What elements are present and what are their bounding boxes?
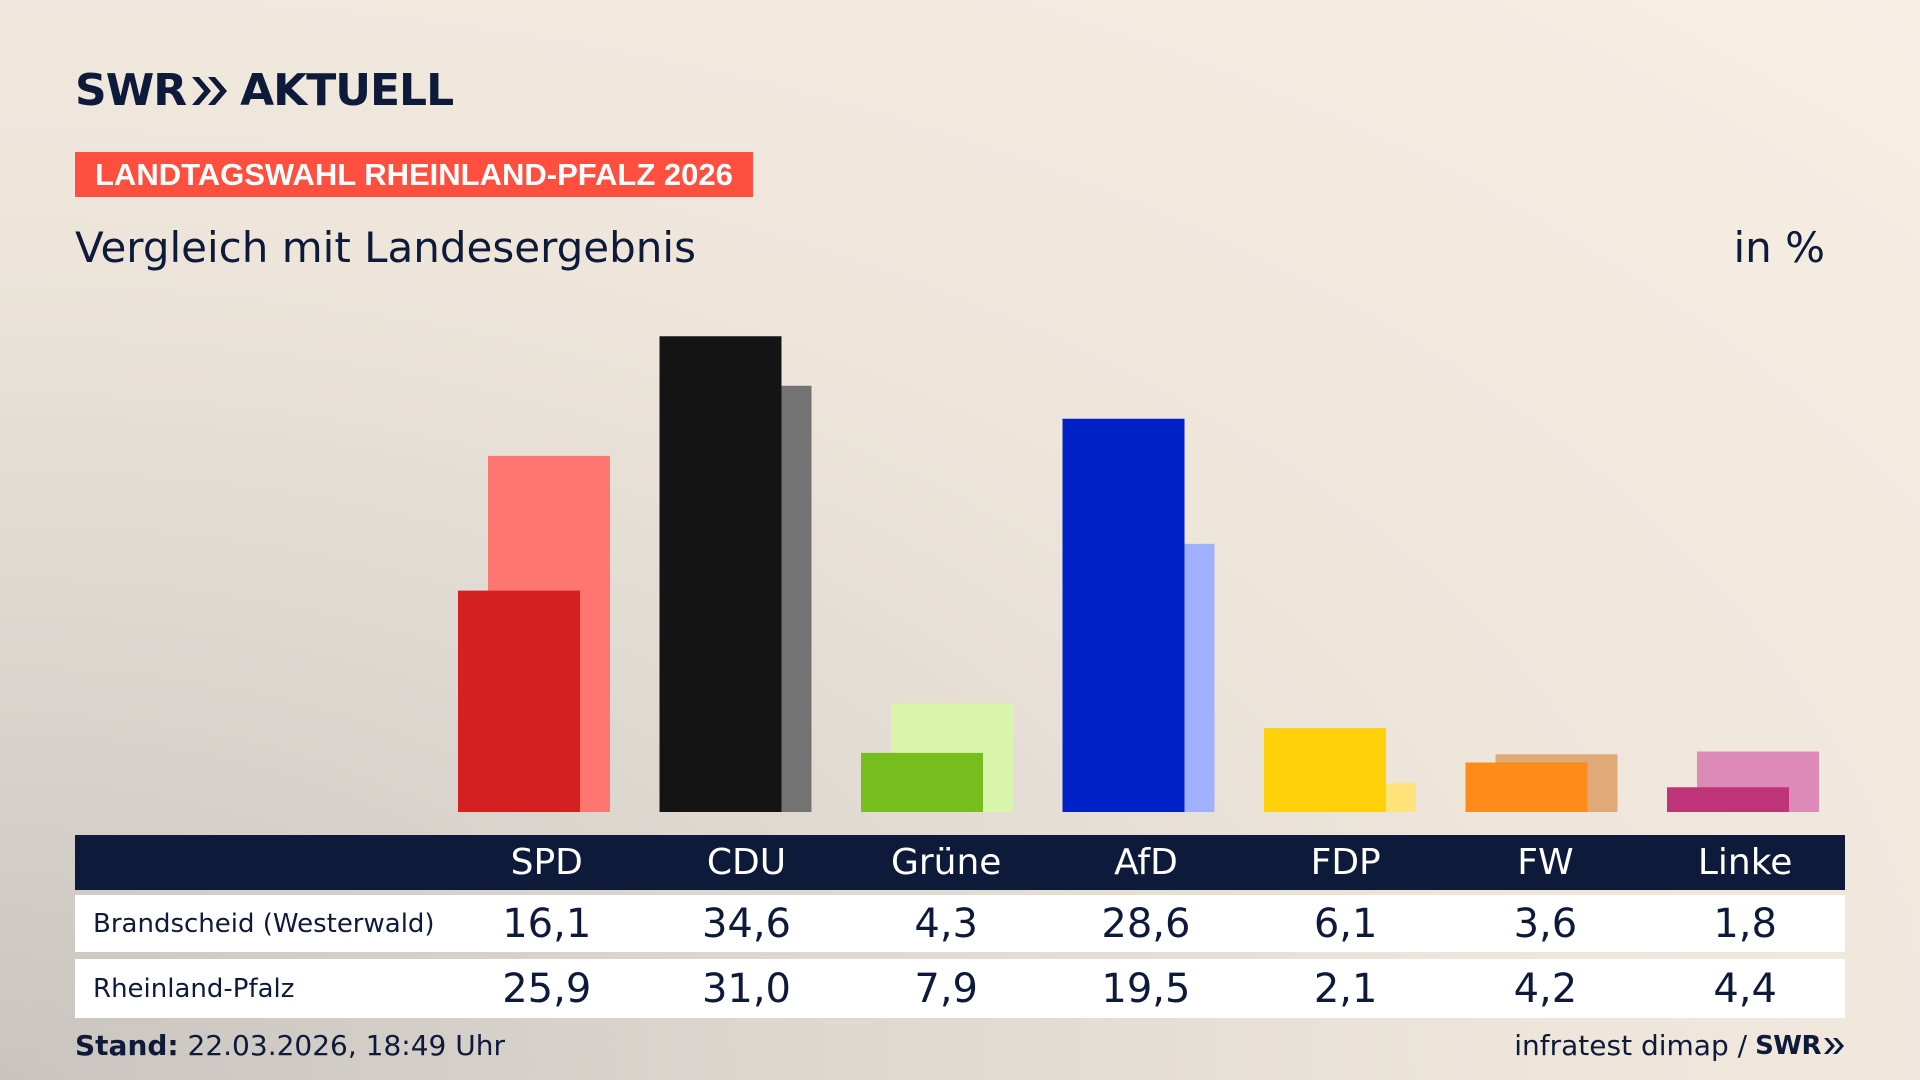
stand-label: Stand: (75, 1029, 179, 1062)
row-label: Rheinland-Pfalz (93, 973, 295, 1004)
value-cell: 4,2 (1513, 965, 1578, 1012)
table-header-row: SPD CDU Grüne AfD FDP FW Linke (75, 835, 1845, 890)
column-header: Linke (1697, 842, 1793, 883)
source-credit: infratest dimap / SWR (1514, 1029, 1845, 1062)
value-cell: 3,6 (1513, 900, 1578, 947)
value-cell: 25,9 (502, 965, 592, 1012)
bar-brandscheid-afd (1062, 418, 1185, 812)
column-header: CDU (706, 842, 787, 883)
results-table: SPD CDU Grüne AfD FDP FW Linke Brandscheid (We… (75, 835, 1845, 1018)
value-cell: 1,8 (1713, 900, 1777, 947)
bar-brandscheid-grüne (861, 752, 983, 812)
column-header: Grüne (890, 842, 1002, 883)
row-label: Brandscheid (Westerwald) (93, 908, 435, 939)
logo-aktuell-text: AKTUELL (240, 65, 454, 116)
bar-brandscheid-fw (1465, 762, 1588, 812)
value-cell: 6,1 (1313, 900, 1378, 947)
election-tag: LANDTAGSWAHL RHEINLAND-PFALZ 2026 (75, 152, 753, 197)
double-chevron-icon (1824, 1037, 1844, 1054)
chart-subtitle: Vergleich mit Landesergebnis (75, 223, 696, 272)
value-cell: 31,0 (701, 965, 791, 1012)
unit-label: in % (1733, 223, 1825, 272)
value-cell: 4,3 (914, 900, 979, 947)
source-logo: SWR (1755, 1030, 1821, 1061)
bar-brandscheid-spd (458, 590, 580, 812)
table-row: Brandscheid (Westerwald) 16,1 34,6 4,3 28,6… (75, 895, 1845, 952)
source-text: infratest dimap / (1514, 1029, 1748, 1062)
stand-value: 22.03.2026, 18:49 Uhr (187, 1029, 505, 1062)
value-cell: 2,1 (1313, 965, 1378, 1012)
value-cell: 19,5 (1101, 965, 1191, 1012)
value-cell: 7,9 (914, 965, 979, 1012)
column-header: SPD (510, 842, 583, 883)
value-cell: 16,1 (502, 900, 592, 947)
logo-swr-text: SWR (75, 65, 187, 116)
bar-brandscheid-fdp (1264, 728, 1386, 812)
bar-brandscheid-cdu (659, 336, 782, 812)
column-header: AfD (1114, 842, 1178, 883)
double-chevron-icon (192, 77, 228, 105)
swr-aktuell-logo: SWR AKTUELL (75, 65, 454, 116)
table-row: Rheinland-Pfalz 25,9 31,0 7,9 19,5 2,1 4,2 4,4 (75, 959, 1845, 1018)
value-cell: 4,4 (1713, 965, 1777, 1012)
bar-brandscheid-linke (1667, 787, 1789, 812)
timestamp: Stand: 22.03.2026, 18:49 Uhr (75, 1029, 505, 1062)
value-cell: 28,6 (1101, 900, 1191, 947)
value-cell: 34,6 (701, 900, 791, 947)
column-header: FDP (1310, 842, 1381, 883)
column-header: FW (1517, 842, 1574, 883)
